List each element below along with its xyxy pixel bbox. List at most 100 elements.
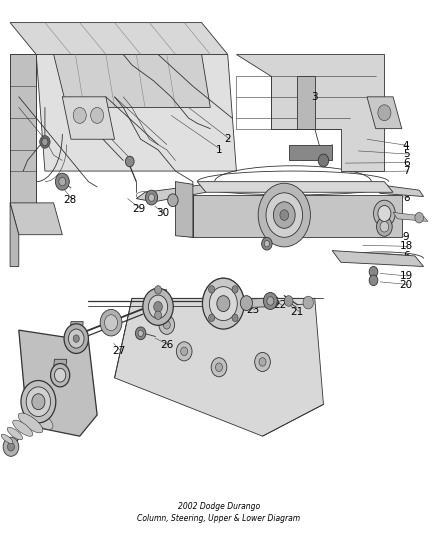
Text: 6: 6 xyxy=(403,251,410,261)
Polygon shape xyxy=(53,359,67,367)
Circle shape xyxy=(91,108,104,123)
Circle shape xyxy=(240,296,253,311)
Circle shape xyxy=(163,320,170,329)
Circle shape xyxy=(369,275,378,286)
Polygon shape xyxy=(237,298,267,308)
Text: 4: 4 xyxy=(403,141,410,151)
Ellipse shape xyxy=(13,420,33,437)
Circle shape xyxy=(280,210,289,220)
Text: 19: 19 xyxy=(399,271,413,281)
Circle shape xyxy=(138,330,143,336)
Text: 5: 5 xyxy=(403,149,410,159)
Circle shape xyxy=(378,105,391,120)
Polygon shape xyxy=(53,54,210,108)
Circle shape xyxy=(55,173,69,190)
Circle shape xyxy=(148,295,168,318)
Text: 9: 9 xyxy=(403,232,410,242)
Text: 27: 27 xyxy=(112,346,126,357)
Ellipse shape xyxy=(1,434,13,443)
Text: 24: 24 xyxy=(226,308,239,318)
Polygon shape xyxy=(332,251,424,266)
Circle shape xyxy=(264,240,269,247)
Polygon shape xyxy=(10,203,62,235)
Ellipse shape xyxy=(7,427,23,440)
Text: 30: 30 xyxy=(156,208,169,219)
Polygon shape xyxy=(237,54,385,171)
Polygon shape xyxy=(19,330,97,436)
Text: 2: 2 xyxy=(224,134,231,144)
Text: 22: 22 xyxy=(273,300,286,310)
Circle shape xyxy=(232,314,238,321)
Text: 6: 6 xyxy=(403,158,410,167)
Circle shape xyxy=(148,194,155,201)
Polygon shape xyxy=(197,182,393,192)
Circle shape xyxy=(369,266,378,277)
Circle shape xyxy=(261,237,272,250)
Circle shape xyxy=(68,329,84,348)
Circle shape xyxy=(21,381,56,423)
Circle shape xyxy=(64,324,88,353)
Polygon shape xyxy=(10,54,36,203)
Circle shape xyxy=(232,286,238,293)
Circle shape xyxy=(181,347,187,356)
Circle shape xyxy=(266,193,303,237)
Circle shape xyxy=(211,358,227,377)
Circle shape xyxy=(318,154,328,167)
Circle shape xyxy=(125,156,134,167)
Polygon shape xyxy=(152,307,167,316)
Polygon shape xyxy=(393,213,428,221)
Circle shape xyxy=(7,442,14,451)
Circle shape xyxy=(378,206,391,221)
Circle shape xyxy=(73,335,79,342)
Circle shape xyxy=(59,177,66,186)
Polygon shape xyxy=(193,195,402,237)
Ellipse shape xyxy=(18,413,43,433)
Text: 1: 1 xyxy=(215,145,223,155)
Circle shape xyxy=(303,296,314,309)
Circle shape xyxy=(374,200,395,227)
Circle shape xyxy=(26,387,50,417)
Text: 26: 26 xyxy=(160,340,173,350)
Circle shape xyxy=(73,108,86,123)
Circle shape xyxy=(105,315,117,330)
Polygon shape xyxy=(53,375,67,383)
Circle shape xyxy=(155,311,162,319)
Circle shape xyxy=(217,296,230,312)
Circle shape xyxy=(155,286,162,294)
Circle shape xyxy=(215,363,223,372)
Text: 29: 29 xyxy=(132,204,145,214)
Circle shape xyxy=(54,368,66,382)
Text: 20: 20 xyxy=(399,279,413,289)
Polygon shape xyxy=(297,76,315,128)
Polygon shape xyxy=(70,338,83,347)
Text: 2002 Dodge Durango
Column, Steering, Upper & Lower Diagram: 2002 Dodge Durango Column, Steering, Upp… xyxy=(138,502,300,523)
Polygon shape xyxy=(36,54,237,171)
Polygon shape xyxy=(176,182,193,237)
Circle shape xyxy=(209,287,237,320)
Circle shape xyxy=(377,217,392,236)
Circle shape xyxy=(154,302,162,312)
Polygon shape xyxy=(10,22,228,54)
Circle shape xyxy=(273,202,295,228)
Circle shape xyxy=(208,314,215,321)
Polygon shape xyxy=(115,298,323,436)
Text: 28: 28 xyxy=(64,195,77,205)
Circle shape xyxy=(32,394,45,410)
Circle shape xyxy=(100,310,122,336)
Circle shape xyxy=(50,364,70,387)
Circle shape xyxy=(415,213,424,223)
Circle shape xyxy=(143,288,173,325)
Polygon shape xyxy=(10,203,19,266)
Polygon shape xyxy=(136,184,206,202)
Circle shape xyxy=(145,190,158,205)
Circle shape xyxy=(202,278,244,329)
Circle shape xyxy=(42,138,48,146)
Circle shape xyxy=(159,316,175,334)
Ellipse shape xyxy=(24,406,53,430)
Polygon shape xyxy=(62,97,115,139)
Text: 25: 25 xyxy=(160,297,173,308)
Circle shape xyxy=(40,135,50,148)
Text: 23: 23 xyxy=(246,305,260,315)
Circle shape xyxy=(177,342,192,361)
Polygon shape xyxy=(367,97,402,128)
